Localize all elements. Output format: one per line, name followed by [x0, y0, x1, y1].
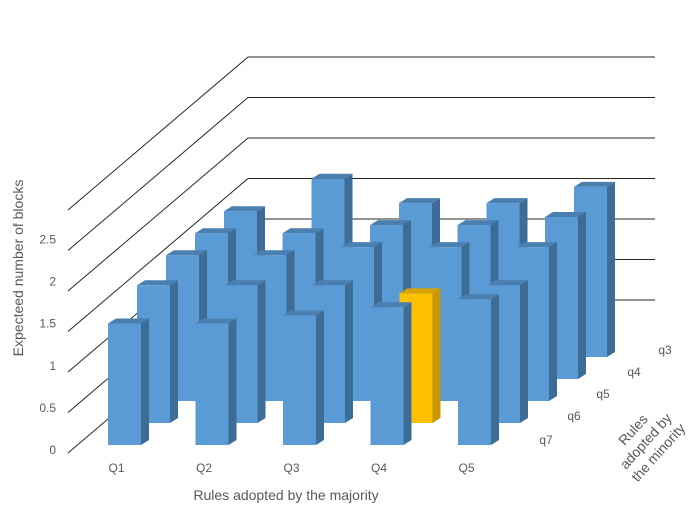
bar-side [578, 212, 586, 379]
bar-top [370, 220, 411, 226]
bar-top [399, 198, 440, 204]
x-tick-label: Q2 [196, 461, 212, 475]
bar-side [316, 310, 324, 445]
bar-top [487, 280, 528, 286]
bar-top [574, 181, 615, 187]
bar-top [311, 173, 353, 179]
y-tick-label: 2.5 [39, 232, 56, 246]
bar-side [170, 280, 178, 423]
y-tick-label: 2 [49, 275, 56, 289]
gridline [67, 178, 655, 332]
x-tick-labels: Q1 Q2 Q3 Q4 Q5 [108, 461, 474, 475]
bar-top [341, 242, 382, 248]
bar-top [428, 242, 470, 248]
depth-tick-labels: q7 q6 q5 q4 q3 [539, 343, 672, 447]
depth-axis-title: Rulesadopted bythe minority [603, 397, 689, 485]
bar-top [224, 280, 266, 286]
bar-top [195, 228, 236, 234]
bar-side [141, 318, 149, 445]
gridline [67, 137, 655, 292]
bar-front [195, 323, 229, 445]
bar-side [491, 294, 499, 445]
bar-side [549, 242, 557, 401]
bar-top [370, 302, 412, 308]
y-tick-label: 0.5 [39, 401, 56, 415]
depth-tick-label: q5 [596, 387, 610, 401]
bar-top [224, 206, 265, 212]
bar-top [253, 250, 295, 256]
bar-side [607, 181, 615, 357]
bar-top [457, 220, 499, 226]
bar-front [370, 307, 404, 445]
x-axis-title: Rules adopted by the majority [193, 487, 378, 503]
bar-front [283, 315, 316, 445]
x-tick-label: Q3 [283, 461, 299, 475]
depth-tick-label: q7 [539, 433, 553, 447]
bar-top [283, 310, 324, 316]
bar-top [486, 198, 528, 204]
gridline [67, 56, 655, 211]
x-tick-label: Q1 [108, 461, 124, 475]
bar-top [312, 280, 353, 286]
bar-top [166, 250, 207, 256]
bar-side [345, 280, 353, 423]
bar-top [545, 212, 586, 217]
depth-tick-label: q6 [567, 409, 581, 423]
bar [458, 294, 499, 445]
bar-front [458, 299, 491, 445]
bar [516, 242, 557, 401]
bar-side [403, 302, 412, 445]
x-tick-label: Q4 [371, 461, 387, 475]
y-tick-label: 0 [49, 443, 56, 457]
y-tick-label: 1.5 [39, 317, 56, 331]
bar [108, 318, 149, 445]
bar-front [108, 323, 141, 445]
bar-top [516, 242, 557, 248]
depth-tick-label: q4 [627, 365, 641, 379]
x-tick-label: Q5 [458, 461, 474, 475]
gridline [67, 97, 655, 251]
bar-top [458, 294, 499, 300]
bar-side [432, 288, 441, 423]
bars [108, 173, 615, 445]
bar-side [520, 280, 528, 423]
depth-tick-label: q3 [658, 343, 672, 357]
y-axis-title: Expecteed number of blocks [10, 180, 26, 357]
bar-side [257, 280, 266, 423]
bar-top [195, 318, 237, 324]
bar-top [137, 280, 178, 286]
y-tick-label: 1 [49, 359, 56, 373]
bar [370, 302, 412, 445]
depth-axis-title-text: Rulesadopted bythe minority [603, 397, 689, 484]
bar [195, 318, 237, 445]
bar-side [228, 318, 237, 445]
y-tick-labels: 0 0.5 1 1.5 2 2.5 [39, 232, 56, 457]
bar-top [108, 318, 149, 324]
bar [283, 310, 324, 445]
bar-top [282, 228, 324, 234]
bar-top [399, 288, 441, 294]
